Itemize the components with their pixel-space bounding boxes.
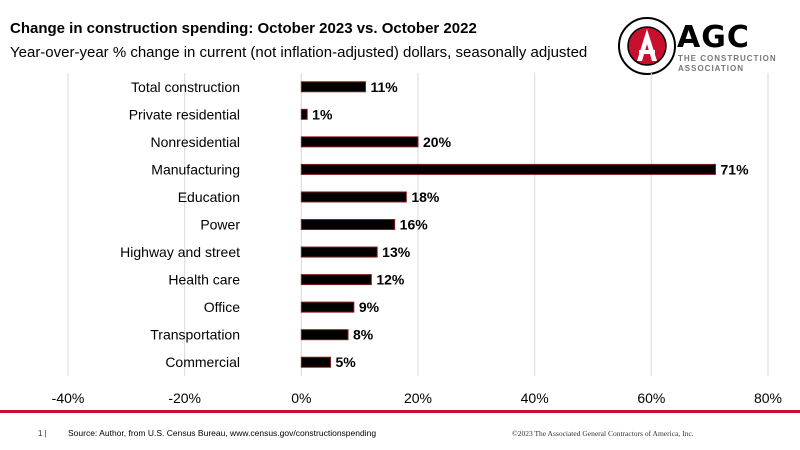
source-note: Source: Author, from U.S. Census Bureau,… <box>68 428 377 438</box>
x-tick-label: -40% <box>52 390 85 406</box>
category-label: Transportation <box>150 327 240 343</box>
bar <box>300 163 716 175</box>
category-label: Highway and street <box>120 244 240 260</box>
copyright: ©2023 The Associated General Contractors… <box>512 429 694 438</box>
category-label: Power <box>200 217 240 233</box>
data-label: 16% <box>400 217 429 233</box>
x-tick-label: 0% <box>291 390 311 406</box>
category-label: Nonresidential <box>151 134 241 150</box>
category-label: Office <box>204 299 241 315</box>
bar <box>300 81 367 93</box>
x-tick-label: 80% <box>754 390 782 406</box>
bar-chart: -40% -20% 0% 20% 40% 60% 80% Total construction… <box>52 73 782 406</box>
category-label: Health care <box>168 272 240 288</box>
data-label: 1% <box>312 106 333 122</box>
bar <box>300 246 378 258</box>
data-label: 8% <box>353 327 374 343</box>
x-tick-label: 60% <box>637 390 665 406</box>
category-label: Education <box>178 189 240 205</box>
category-label: Manufacturing <box>151 161 240 177</box>
footer-rule <box>0 410 800 413</box>
bar <box>300 108 308 120</box>
bar <box>300 136 419 148</box>
data-label: 71% <box>721 161 750 177</box>
x-tick-label: 20% <box>404 390 432 406</box>
page-number: 1 | <box>38 429 47 438</box>
bar <box>300 274 372 286</box>
category-label: Total construction <box>131 79 240 95</box>
category-label: Private residential <box>129 106 240 122</box>
chart-title: Change in construction spending: October… <box>10 20 477 37</box>
bar <box>300 219 396 230</box>
bar <box>300 329 349 341</box>
category-label: Commercial <box>165 354 240 370</box>
data-label: 13% <box>382 244 411 260</box>
logo-text: AGC <box>677 20 750 55</box>
agc-seal-icon <box>618 17 676 75</box>
logo-tagline-line2: ASSOCIATION <box>678 64 744 73</box>
data-label: 12% <box>376 272 405 288</box>
data-label: 9% <box>359 299 380 315</box>
bar <box>300 356 332 368</box>
data-label: 11% <box>371 79 399 95</box>
x-tick-label: 40% <box>521 390 549 406</box>
data-label: 18% <box>411 189 440 205</box>
chart-subtitle: Year-over-year % change in current (not … <box>10 44 588 61</box>
bar <box>300 191 407 203</box>
x-tick-label: -20% <box>168 390 201 406</box>
bar <box>300 301 355 313</box>
logo-tagline-line1: THE CONSTRUCTION <box>678 54 777 63</box>
data-label: 20% <box>423 134 452 150</box>
data-label: 5% <box>336 354 357 370</box>
logo-tagline: THE CONSTRUCTION ASSOCIATION <box>678 54 777 74</box>
